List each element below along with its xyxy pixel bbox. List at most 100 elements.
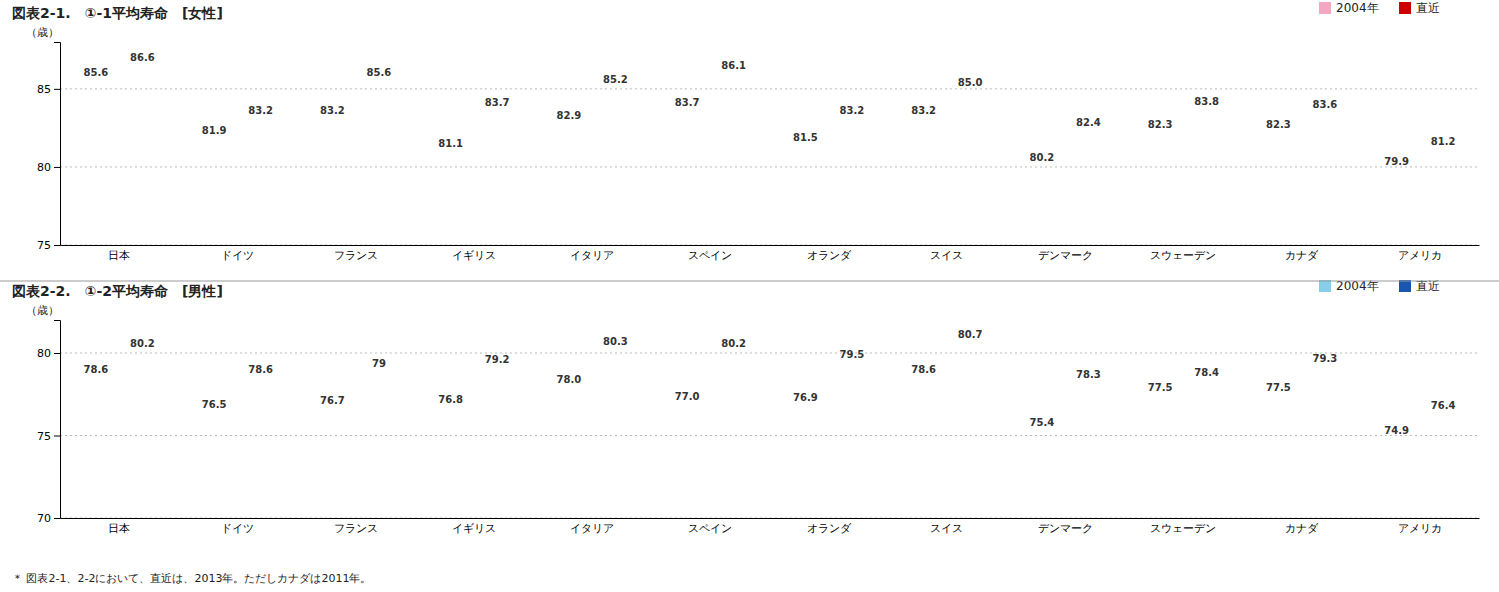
tick-label: イタリア bbox=[570, 522, 614, 535]
tick-label: スウェーデン bbox=[1150, 522, 1216, 535]
tick-mark bbox=[54, 245, 60, 246]
tick: フランス bbox=[334, 245, 378, 262]
data-label: 83.2 bbox=[248, 105, 273, 116]
tick-mark bbox=[54, 518, 60, 519]
data-label: 77.5 bbox=[1266, 382, 1291, 393]
tick-label: 75 bbox=[37, 239, 51, 252]
tick-label: カナダ bbox=[1285, 522, 1319, 535]
tick: イタリア bbox=[570, 245, 614, 262]
data-label: 80.2 bbox=[721, 338, 746, 349]
grid-line bbox=[60, 353, 1479, 354]
tick-mark bbox=[54, 436, 60, 437]
data-label: 78.6 bbox=[248, 364, 273, 375]
data-label: 83.2 bbox=[320, 105, 345, 116]
data-label: 86.6 bbox=[130, 52, 155, 63]
data-label: 76.5 bbox=[202, 399, 227, 410]
data-label: 76.9 bbox=[793, 392, 818, 403]
data-labels: 85.681.983.281.182.983.781.583.280.282.3… bbox=[83, 52, 1455, 168]
tick-label: 85 bbox=[37, 83, 51, 96]
tick: スウェーデン bbox=[1150, 518, 1216, 535]
tick: フランス bbox=[334, 518, 378, 535]
tick-mark bbox=[54, 353, 60, 354]
tick: ドイツ bbox=[221, 518, 254, 535]
tick-label: オランダ bbox=[807, 249, 852, 262]
tick-label: 日本 bbox=[108, 249, 130, 262]
tick-label: スペイン bbox=[688, 249, 732, 262]
data-label: 85.6 bbox=[367, 67, 392, 78]
data-label: 80.7 bbox=[958, 329, 983, 340]
axis-title: （歳） bbox=[26, 304, 59, 317]
data-label: 85.2 bbox=[603, 74, 628, 85]
tick-mark bbox=[54, 89, 60, 90]
tick-label: カナダ bbox=[1285, 249, 1319, 262]
tick: デンマーク bbox=[1038, 518, 1093, 535]
data-label: 77.0 bbox=[675, 391, 700, 402]
grid-line bbox=[60, 518, 1479, 519]
data-label: 77.5 bbox=[1148, 382, 1173, 393]
data-label: 81.5 bbox=[793, 132, 818, 143]
data-label: 76.8 bbox=[438, 394, 463, 405]
data-label: 83.7 bbox=[485, 97, 510, 108]
x-axis: 日本ドイツフランスイギリスイタリアスペインオランダスイスデンマークスウェーデンカ… bbox=[61, 518, 1480, 535]
data-label: 81.2 bbox=[1431, 136, 1456, 147]
tick: アメリカ bbox=[1398, 245, 1442, 262]
tick-label: ドイツ bbox=[221, 249, 254, 262]
legend-swatch bbox=[1399, 2, 1411, 14]
tick: スペイン bbox=[688, 245, 732, 262]
data-label: 78.6 bbox=[911, 364, 936, 375]
tick-label: イギリス bbox=[452, 522, 496, 535]
data-label: 82.3 bbox=[1266, 119, 1291, 130]
tick-label: ドイツ bbox=[221, 522, 254, 535]
tick-label: 日本 bbox=[108, 522, 130, 535]
data-label: 86.1 bbox=[721, 60, 746, 71]
tick-label: イギリス bbox=[452, 249, 496, 262]
tick-label: アメリカ bbox=[1398, 249, 1442, 262]
data-label: 79.5 bbox=[840, 349, 865, 360]
tick: スペイン bbox=[688, 518, 732, 535]
grid-line bbox=[60, 88, 1479, 89]
data-label: 83.7 bbox=[675, 97, 700, 108]
data-label: 75.4 bbox=[1029, 417, 1054, 428]
tick-label: デンマーク bbox=[1038, 522, 1093, 535]
tick: デンマーク bbox=[1038, 245, 1093, 262]
legend-label: 2004年 bbox=[1336, 1, 1379, 15]
tick: イタリア bbox=[570, 518, 614, 535]
data-label: 80.2 bbox=[130, 338, 155, 349]
chart-root: 85.681.983.281.182.983.781.583.280.282.3… bbox=[0, 0, 1499, 592]
tick-label: イタリア bbox=[570, 249, 614, 262]
footnote: ＊ 図表2-1、2-2において、直近は、2013年。ただしカナダは2011年。 bbox=[12, 572, 371, 585]
tick: 日本 bbox=[108, 518, 130, 535]
data-label: 83.2 bbox=[840, 105, 865, 116]
tick: オランダ bbox=[807, 245, 852, 262]
tick-label: 75 bbox=[37, 430, 51, 443]
legend-swatch bbox=[1319, 2, 1331, 14]
grid-line bbox=[60, 435, 1479, 436]
tick: スウェーデン bbox=[1150, 245, 1216, 262]
tick: 70 bbox=[37, 512, 60, 525]
tick: イギリス bbox=[452, 518, 496, 535]
tick: アメリカ bbox=[1398, 518, 1442, 535]
tick-label: アメリカ bbox=[1398, 522, 1442, 535]
tick-label: スイス bbox=[930, 249, 963, 262]
axis-line bbox=[54, 321, 61, 519]
tick: 80 bbox=[37, 347, 60, 360]
y-axis: 75 80 85 bbox=[37, 43, 61, 253]
data-label: 82.9 bbox=[556, 110, 581, 121]
divider bbox=[0, 281, 1499, 282]
legend-swatch bbox=[1399, 280, 1411, 292]
data-label: 78.4 bbox=[1194, 367, 1219, 378]
grid-line bbox=[60, 245, 1479, 246]
data-labels: 78.676.576.776.878.077.076.978.675.477.5… bbox=[83, 329, 1455, 436]
tick: 80 bbox=[37, 161, 60, 174]
legend-swatch bbox=[1319, 280, 1331, 292]
legend-label: 直近 bbox=[1416, 1, 1440, 15]
title: 図表2-2. ①-2平均寿命 [男性] bbox=[12, 283, 223, 299]
data-label: 83.2 bbox=[911, 105, 936, 116]
data-label: 76.4 bbox=[1431, 400, 1456, 411]
title: 図表2-1. ①-1平均寿命 [女性] bbox=[12, 5, 223, 21]
data-label: 80.2 bbox=[1029, 152, 1054, 163]
data-label: 79.9 bbox=[1384, 156, 1409, 167]
data-label: 83.8 bbox=[1194, 96, 1219, 107]
tick: ドイツ bbox=[221, 245, 254, 262]
axis-title: （歳） bbox=[26, 26, 59, 39]
